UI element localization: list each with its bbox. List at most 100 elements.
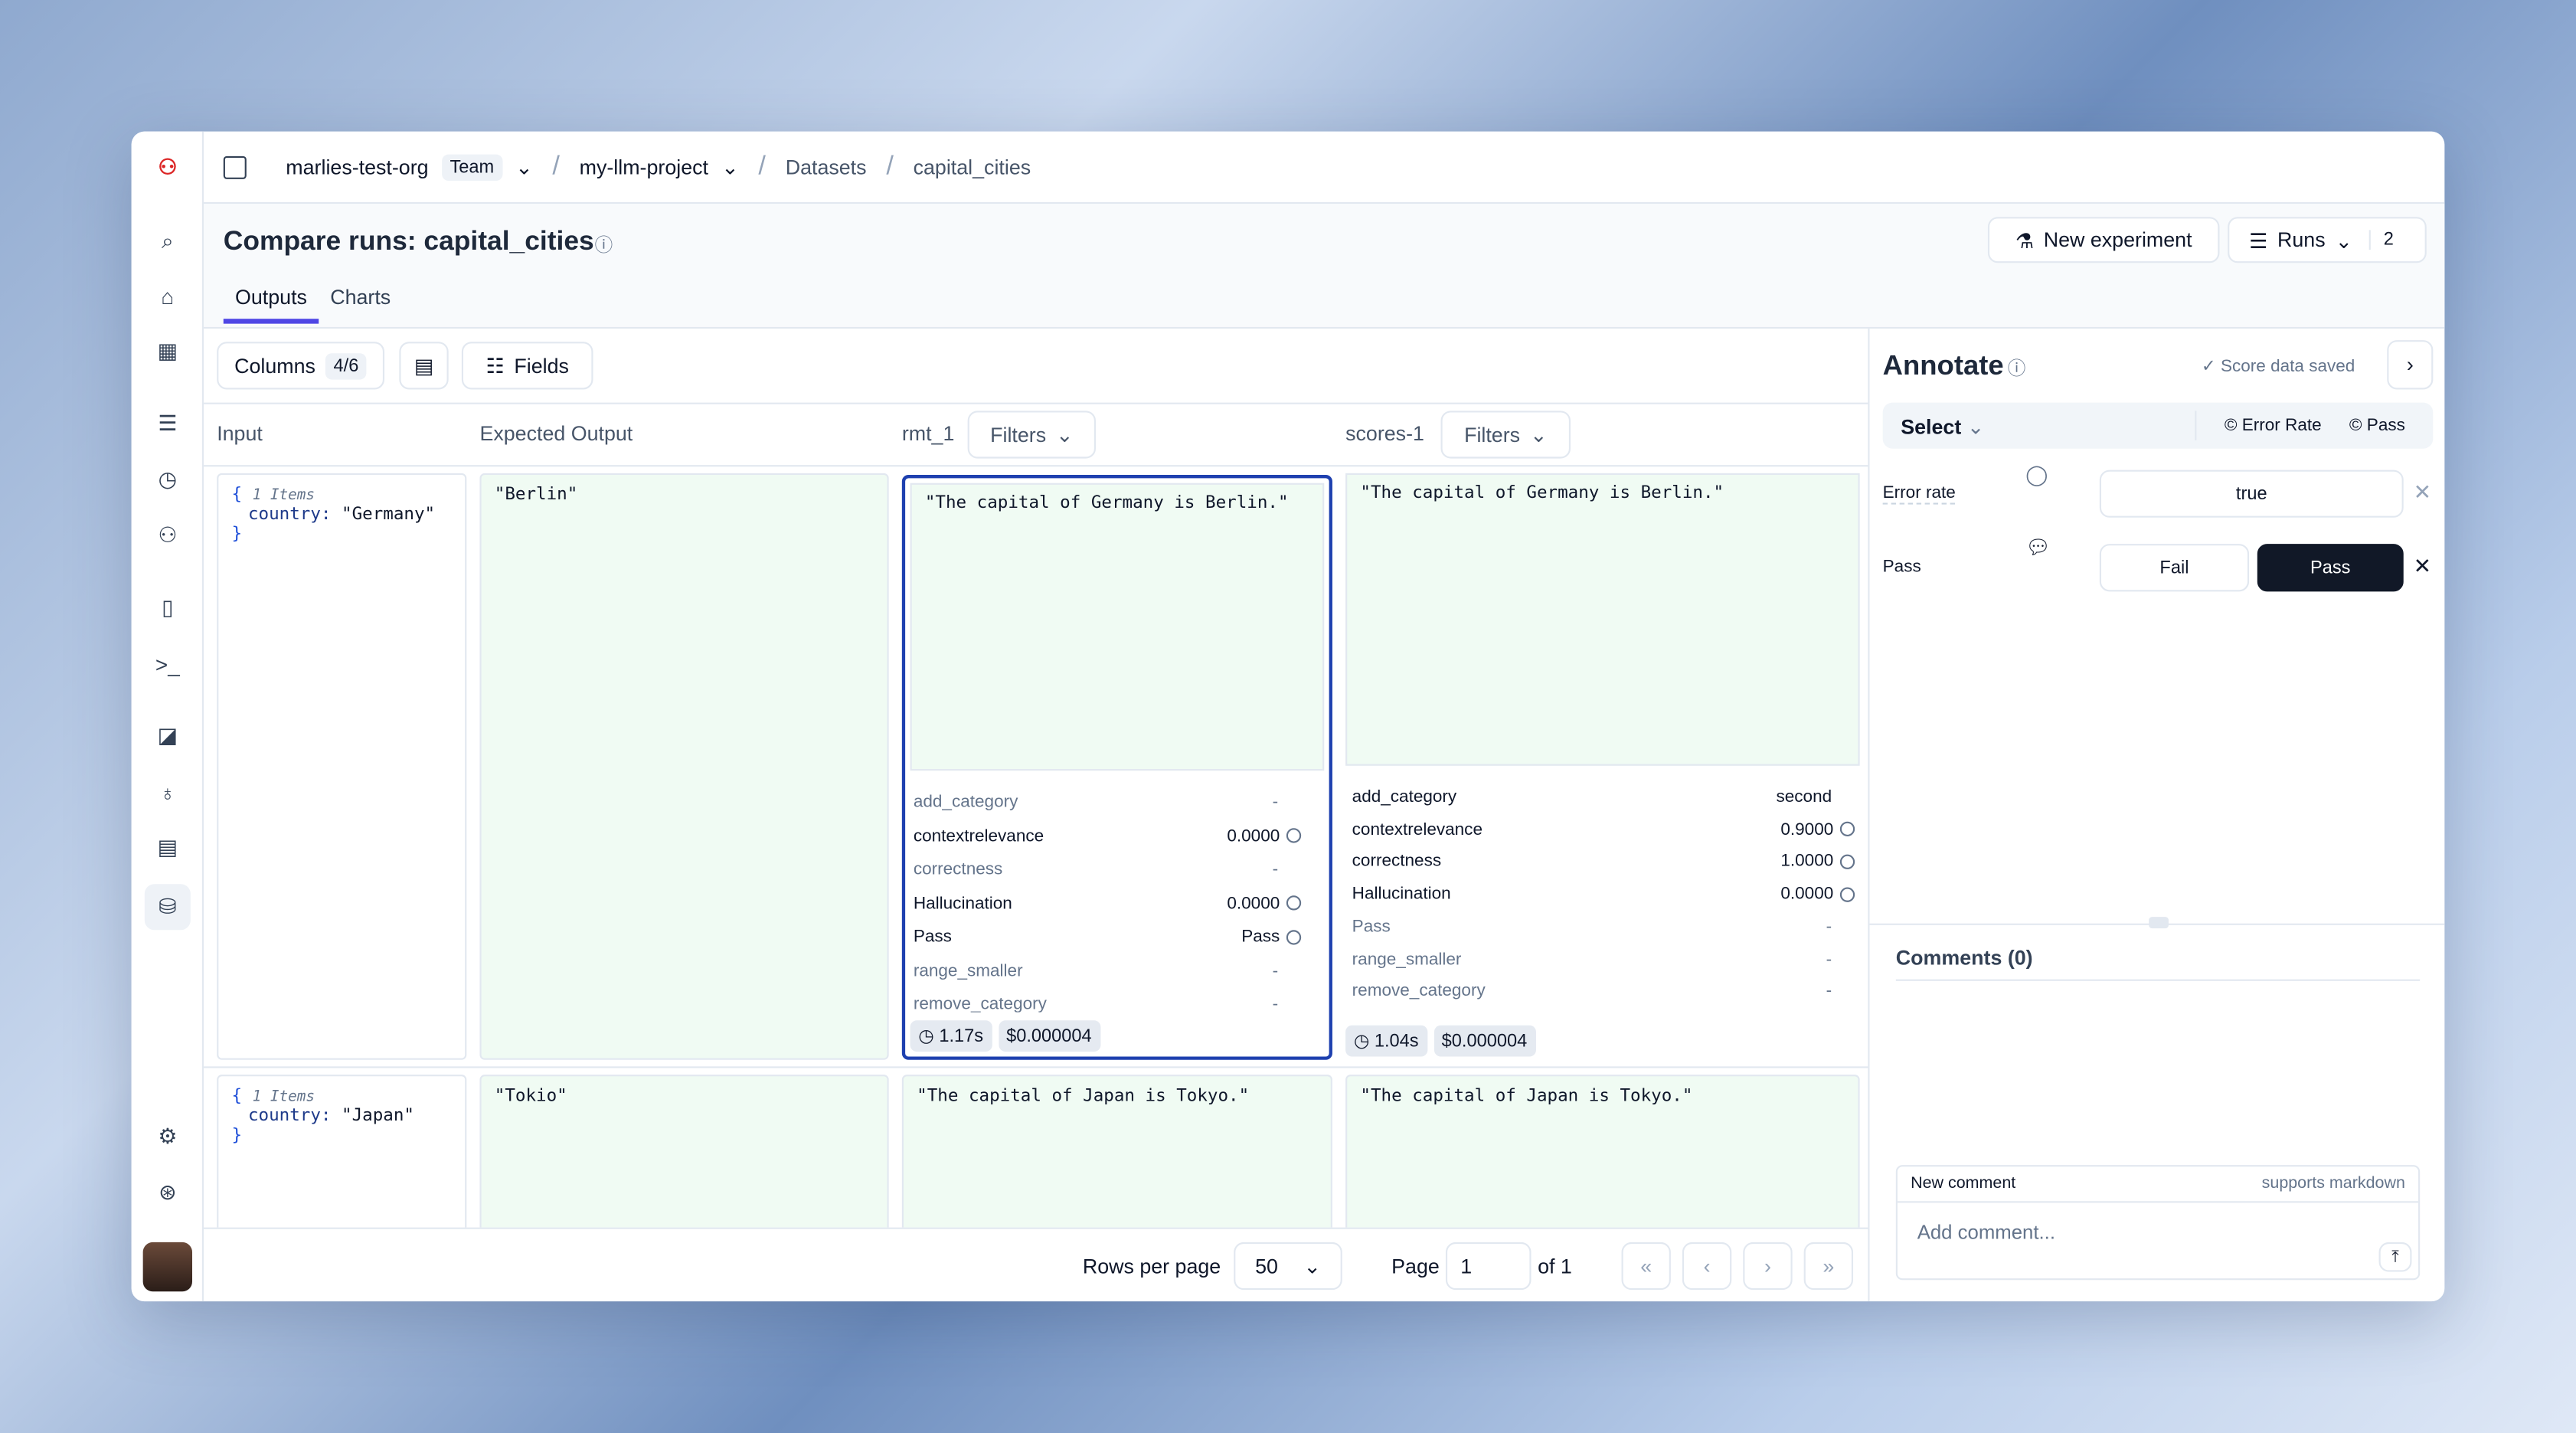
row-density-button[interactable]: ▤ <box>399 342 449 390</box>
new-comment-label: New comment <box>1911 1174 2016 1193</box>
pass-label: Pass <box>1882 557 1921 577</box>
columns-button[interactable]: Columns 4/6 <box>217 342 385 390</box>
breadcrumb-org[interactable]: marlies-test-org <box>286 155 429 178</box>
submit-comment-button[interactable]: ⤒ <box>2378 1242 2412 1272</box>
new-experiment-button[interactable]: ⚗ New experiment <box>1987 217 2220 263</box>
comment-icon[interactable] <box>1839 886 1855 901</box>
select-dropdown[interactable]: Select ⌄ <box>1901 414 1984 439</box>
json-value: "Japan" <box>342 1105 415 1126</box>
collapse-panel-button[interactable]: › <box>2387 340 2434 390</box>
org-badge: Team <box>441 153 502 180</box>
avatar[interactable] <box>142 1242 193 1292</box>
info-icon[interactable]: ⓘ <box>594 236 613 257</box>
rows-per-page-select[interactable]: 50 ⌄ <box>1234 1242 1342 1291</box>
comment-input[interactable]: Add comment... <box>1917 1221 2056 1245</box>
clock-icon: ◷ <box>918 1026 934 1047</box>
score-row: range_smaller - <box>1352 949 1855 969</box>
comment-icon[interactable] <box>1839 822 1855 837</box>
run1-cell-selected[interactable]: "The capital of Germany is Berlin." add_… <box>901 475 1332 1060</box>
list-icon: ☰ <box>2249 229 2268 253</box>
page-title: Compare runs: capital_cities <box>223 227 594 257</box>
fields-button[interactable]: ☷ Fields <box>461 342 593 390</box>
home-icon[interactable]: ⌂ <box>161 283 175 309</box>
lightbulb-icon[interactable]: ♁ <box>159 779 176 805</box>
score-row: correctness 1.0000 <box>1352 852 1855 872</box>
run1-output: "The capital of Germany is Berlin." <box>910 483 1325 771</box>
score-row: Hallucination 0.0000 <box>914 893 1302 914</box>
database-icon[interactable]: ⛁ <box>144 884 191 931</box>
comment-filled-icon[interactable]: 💬︎ <box>2025 535 2051 559</box>
file-code-icon[interactable]: ▯ <box>162 594 174 620</box>
clipboard-icon[interactable]: ▤ <box>157 834 178 860</box>
chart-icon[interactable]: ◪ <box>157 722 178 748</box>
help-icon[interactable]: ⊛ <box>159 1179 177 1205</box>
rows-per-page-label: Rows per page <box>1082 1255 1221 1279</box>
page-input[interactable]: 1 <box>1445 1242 1532 1291</box>
chevron-down-icon[interactable]: ⌄ <box>515 155 533 179</box>
markdown-hint: supports markdown <box>2261 1174 2405 1193</box>
terminal-icon[interactable]: >_ <box>155 651 180 676</box>
runs-button[interactable]: ☰ Runs ⌄ 2 <box>2228 217 2427 263</box>
fields-label: Fields <box>514 354 569 378</box>
tab-outputs[interactable]: Outputs <box>223 286 319 324</box>
score-name: remove_category <box>913 995 1047 1012</box>
score-value: 0.0000 <box>1227 893 1280 914</box>
fail-option[interactable]: Fail <box>2099 544 2250 592</box>
expected-cell[interactable]: "Berlin" <box>479 473 889 1060</box>
search-icon[interactable]: ⌕ <box>162 228 174 254</box>
score-value: - <box>1826 916 1832 937</box>
comment-icon[interactable]: ◯ <box>2025 463 2048 487</box>
settings-icon[interactable]: ⚙ <box>158 1124 178 1149</box>
divider <box>204 465 1868 467</box>
new-experiment-label: New experiment <box>2043 228 2192 252</box>
run1-filters-button[interactable]: Filters ⌄ <box>967 411 1096 459</box>
chevron-down-icon[interactable]: ⌄ <box>721 155 739 179</box>
expected-cell[interactable]: "Tokio" <box>479 1075 889 1239</box>
drag-handle-icon[interactable] <box>2149 917 2169 929</box>
comment-icon[interactable] <box>1839 854 1855 869</box>
dashboard-icon[interactable]: ▦ <box>157 338 178 364</box>
filters-label: Filters <box>990 423 1047 447</box>
score-value: Pass <box>1241 927 1280 947</box>
saved-label: Score data saved <box>2220 356 2355 377</box>
list-icon[interactable]: ☰ <box>158 411 178 436</box>
input-cell[interactable]: { 1 Items country: "Japan" } <box>217 1075 467 1239</box>
users-icon[interactable]: ⚇ <box>158 522 178 548</box>
app-window: ⚇ ⌕ ⌂ ▦ ☰ ◷ ⚇ ▯ >_ ◪ ♁ ▤ ⛁ ⚙ ⊛ marlies-t… <box>131 131 2445 1302</box>
first-page-button[interactable]: « <box>1621 1242 1671 1291</box>
run2-cell[interactable]: "The capital of Germany is Berlin." add_… <box>1345 473 1860 1060</box>
clear-pass-icon[interactable]: ✕ <box>2413 554 2432 579</box>
error-rate-input[interactable]: true <box>2099 469 2404 518</box>
sidebar-toggle-icon[interactable] <box>223 155 247 178</box>
score-name: add_category <box>913 792 1018 812</box>
clear-error-rate-icon[interactable]: ✕ <box>2413 479 2432 505</box>
input-cell[interactable]: { 1 Items country: "Germany" } <box>217 473 467 1060</box>
breadcrumb-dataset[interactable]: capital_cities <box>913 155 1031 178</box>
score-name: Pass <box>1352 916 1391 937</box>
run2-filters-button[interactable]: Filters ⌄ <box>1440 411 1571 459</box>
prev-page-button[interactable]: ‹ <box>1682 1242 1732 1291</box>
score-value: - <box>1272 792 1279 812</box>
comment-icon[interactable] <box>1286 930 1302 945</box>
run1-metrics: ◷ 1.17s $0.000004 <box>910 1020 1100 1052</box>
tag-error-rate[interactable]: © Error Rate <box>2224 415 2322 436</box>
tag-pass[interactable]: © Pass <box>2349 415 2405 436</box>
clock-icon[interactable]: ◷ <box>158 466 178 492</box>
info-icon[interactable]: ⓘ <box>2007 359 2026 380</box>
runs-count: 2 <box>2368 230 2394 250</box>
breadcrumb-project[interactable]: my-llm-project <box>579 155 709 178</box>
comment-icon[interactable] <box>1286 895 1302 911</box>
divider <box>2195 411 2197 440</box>
runs-label: Runs <box>2277 228 2326 252</box>
comment-icon[interactable] <box>1286 828 1302 843</box>
pass-option-selected[interactable]: Pass <box>2257 544 2404 592</box>
next-page-button[interactable]: › <box>1743 1242 1793 1291</box>
last-page-button[interactable]: » <box>1803 1242 1854 1291</box>
tab-charts[interactable]: Charts <box>330 286 391 309</box>
run2-output[interactable]: "The capital of Japan is Tokyo." <box>1345 1075 1860 1239</box>
run1-output[interactable]: "The capital of Japan is Tokyo." <box>901 1075 1332 1239</box>
breadcrumb-datasets[interactable]: Datasets <box>785 155 867 178</box>
score-value: 0.0000 <box>1780 884 1834 905</box>
page-label: Page <box>1391 1255 1440 1279</box>
duration: 1.04s <box>1374 1031 1419 1051</box>
